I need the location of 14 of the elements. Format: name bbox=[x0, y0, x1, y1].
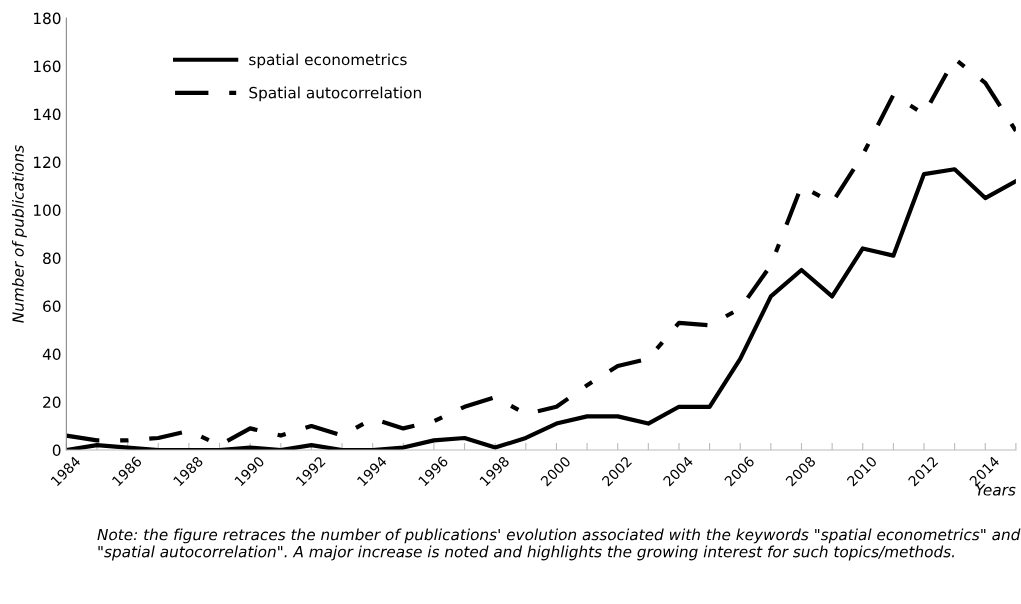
text: Note: the figure retraces the number of publications' evolution associated with the keywords "spatial econometrics" and "spatial autocorrelation". A major increase is noted and highlights the growing interest for such topics/methods. bbox=[97, 528, 1021, 561]
y-tick-label: 100 bbox=[34, 204, 61, 217]
y-tick-label: 160 bbox=[34, 60, 61, 73]
y-tick-label: 140 bbox=[34, 108, 61, 121]
y-tick-label: 20 bbox=[43, 396, 61, 409]
y-tick-label: 40 bbox=[42, 348, 61, 361]
y-tick-label: 60 bbox=[43, 300, 61, 313]
y-tick-label: 180 bbox=[34, 12, 61, 25]
y-axis-title: Number of publications bbox=[12, 145, 27, 323]
y-tick-label: 120 bbox=[34, 156, 61, 169]
y-tick-label: 80 bbox=[43, 252, 61, 265]
legend-label: spatial econometrics bbox=[249, 53, 407, 69]
legend-label: Spatial autocorrelation bbox=[249, 86, 421, 102]
y-tick-label: 0 bbox=[52, 444, 61, 456]
